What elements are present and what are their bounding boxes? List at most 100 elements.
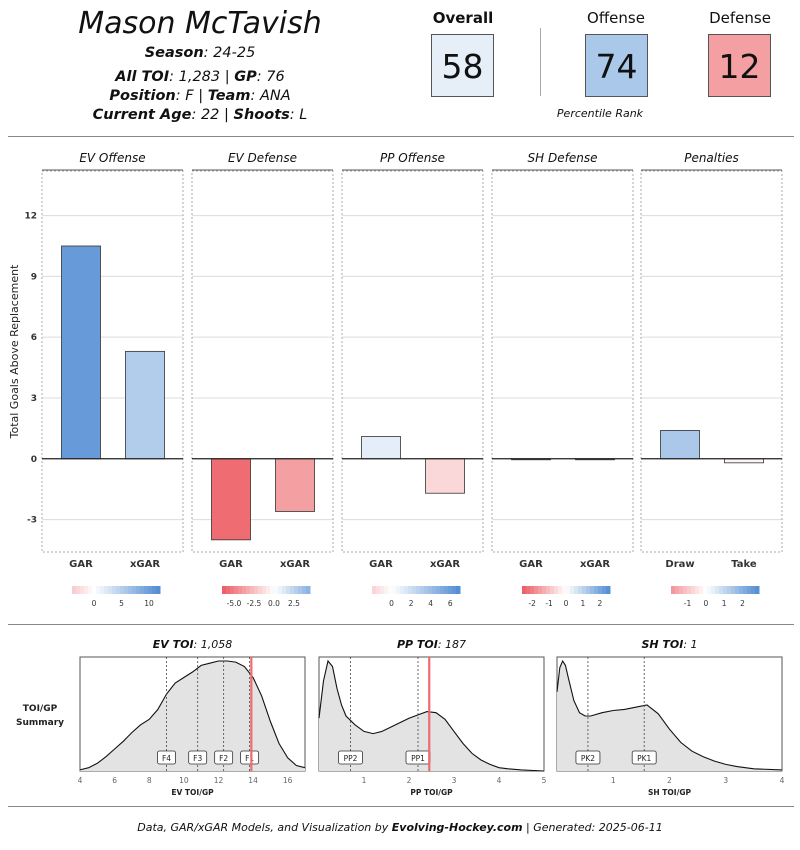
- legend-swatch: [687, 586, 692, 594]
- bar-xgar: [125, 350, 165, 460]
- legend-tick-label: 2: [740, 599, 745, 608]
- legend-swatch: [222, 586, 227, 594]
- bar-gar: [61, 245, 101, 460]
- legend-swatch: [128, 586, 133, 594]
- y-tick-label: 0: [31, 455, 37, 465]
- x-tick-label: GAR: [69, 559, 93, 570]
- offense-score-box: 74: [585, 34, 648, 97]
- legend-swatch: [598, 586, 603, 594]
- y-tick-label: -3: [27, 516, 37, 526]
- legend-swatch: [376, 586, 381, 594]
- panel-border: [41, 170, 184, 553]
- density-line: [79, 660, 306, 771]
- legend-swatch: [136, 586, 141, 594]
- role-marker-label: PK2: [581, 754, 595, 763]
- legend-swatch: [156, 586, 161, 594]
- legend-swatch: [703, 586, 708, 594]
- legend-tick-label: -2.5: [247, 599, 262, 608]
- role-marker-label: F4: [162, 754, 171, 763]
- x-tick-label: Draw: [665, 559, 694, 570]
- legend-swatch: [372, 586, 377, 594]
- legend-swatch: [116, 586, 121, 594]
- legend-swatch: [230, 586, 235, 594]
- legend-swatch: [542, 586, 547, 594]
- legend-swatch: [574, 586, 579, 594]
- legend-swatch: [290, 586, 295, 594]
- legend-tick-label: 0.0: [268, 599, 280, 608]
- x-tick-label: 2: [407, 776, 412, 785]
- role-marker-box: [338, 750, 363, 765]
- legend-swatch: [72, 586, 77, 594]
- x-tick-label: 8: [147, 776, 152, 785]
- legend-swatch: [448, 586, 453, 594]
- panel-title: EV Offense: [79, 151, 145, 165]
- legend-swatch: [727, 586, 732, 594]
- x-tick-label: GAR: [219, 559, 243, 570]
- legend-swatch: [699, 586, 704, 594]
- legend-swatch: [566, 586, 571, 594]
- toi-density-chart: TOI/GP Summary EV TOI: 1,058 F4 F3 F2 F1 4 6 8 10 1…: [16, 638, 785, 797]
- row-label: TOI/GP: [23, 704, 58, 714]
- legend-swatch: [384, 586, 389, 594]
- legend-swatch: [92, 586, 97, 594]
- legend-swatch: [152, 586, 157, 594]
- x-tick-label: 10: [179, 776, 189, 785]
- x-tick-label: GAR: [369, 559, 393, 570]
- legend-swatch: [440, 586, 445, 594]
- y-tick-label: 9: [31, 272, 37, 282]
- legend-swatch: [124, 586, 129, 594]
- legend-swatch: [570, 586, 575, 594]
- x-tick-label: 4: [780, 776, 785, 785]
- player-name: Mason McTavish: [78, 6, 322, 41]
- footer-divider: [8, 806, 794, 807]
- x-tick-label: 1: [611, 776, 616, 785]
- x-tick-label: 3: [452, 776, 457, 785]
- legend-swatch: [282, 586, 287, 594]
- x-axis-label: EV TOI/GP: [171, 788, 214, 797]
- legend-tick-label: 0: [389, 599, 394, 608]
- legend-tick-label: 10: [144, 599, 154, 608]
- legend-tick-label: 4: [428, 599, 433, 608]
- x-axis-label: SH TOI/GP: [648, 788, 691, 797]
- legend-swatch: [306, 586, 311, 594]
- legend-swatch: [380, 586, 385, 594]
- density-area: [557, 661, 782, 771]
- legend-swatch: [286, 586, 291, 594]
- legend-swatch: [456, 586, 461, 594]
- legend-swatch: [392, 586, 397, 594]
- offense-label: Offense: [587, 9, 645, 27]
- gar-panel-penalties: Penalties Draw Take -1 0 1 2: [640, 151, 783, 608]
- legend-swatch: [723, 586, 728, 594]
- legend-swatch: [88, 586, 93, 594]
- legend-swatch: [254, 586, 259, 594]
- legend-swatch: [735, 586, 740, 594]
- legend-swatch: [148, 586, 153, 594]
- role-marker-box: [240, 750, 260, 765]
- legend-swatch: [112, 586, 117, 594]
- legend-swatch: [739, 586, 744, 594]
- legend-swatch: [242, 586, 247, 594]
- toi-gp-line: All TOI: 1,283 | GP: 76: [115, 69, 285, 85]
- legend-swatch: [719, 586, 724, 594]
- x-tick-label: 12: [214, 776, 224, 785]
- legend-swatch: [582, 586, 587, 594]
- percentile-rank-label: Percentile Rank: [556, 107, 644, 120]
- toi-panel-sh: SH TOI: 1 PK2 PK1 1 2 3 4 SH TOI/GP: [556, 638, 785, 797]
- legend-tick-label: 1: [581, 599, 586, 608]
- legend-swatch: [562, 586, 567, 594]
- legend-swatch: [408, 586, 413, 594]
- gar-panel-ev-offense: EV Offense GAR xGAR 0 5 10: [41, 151, 184, 608]
- role-marker-box: [188, 750, 208, 765]
- legend-swatch: [80, 586, 85, 594]
- legend-swatch: [238, 586, 243, 594]
- panel-title: Penalties: [684, 151, 739, 165]
- row-label: Summary: [16, 718, 64, 728]
- legend-swatch: [436, 586, 441, 594]
- y-axis-label: Total Goals Above Replacement: [8, 264, 21, 439]
- density-line: [318, 659, 545, 772]
- score-divider: [540, 28, 541, 96]
- legend-tick-label: 1: [722, 599, 727, 608]
- legend-swatch: [388, 586, 393, 594]
- legend-swatch: [594, 586, 599, 594]
- footer-credit: Data, GAR/xGAR Models, and Visualization…: [137, 821, 663, 834]
